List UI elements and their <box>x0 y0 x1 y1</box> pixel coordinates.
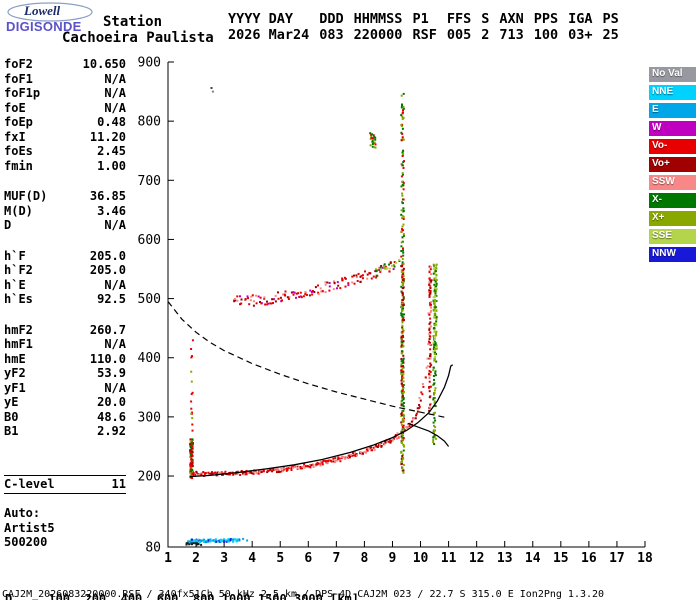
legend-item-sse: SSE <box>649 229 696 244</box>
svg-text:15: 15 <box>553 551 569 566</box>
svg-text:500: 500 <box>138 292 161 307</box>
header-col-ddd: DDD 083 <box>319 11 344 43</box>
param-hmf1: hmF1 N/A <box>4 337 126 351</box>
param-b1: B1 2.92 <box>4 424 126 438</box>
param-500200: 500200 <box>4 535 48 549</box>
param-ye: yE 20.0 <box>4 395 126 409</box>
distance-muf-table: D 100 200 400 600 800 1000 1500 3000 [km… <box>5 566 366 600</box>
legend-item-ssw: SSW <box>649 175 696 190</box>
header-col-iga: IGA 03+ <box>568 11 593 43</box>
svg-text:600: 600 <box>138 233 161 248</box>
svg-text:3: 3 <box>220 551 228 566</box>
svg-text:900: 900 <box>138 56 161 71</box>
parameter-groups: foF2 10.650 foF1 N/A foF1p N/A foE N/A foEp 0.48 f… <box>4 57 126 550</box>
svg-text:16: 16 <box>581 551 597 566</box>
legend-item-nne: NNE <box>649 85 696 100</box>
param-fof1p: foF1p N/A <box>4 86 126 100</box>
svg-text:14: 14 <box>525 551 541 566</box>
logo-lowell-text: Lowell <box>24 3 61 18</box>
legend-item-x+: X+ <box>649 211 696 226</box>
svg-text:700: 700 <box>138 174 161 189</box>
param-foep: foEp 0.48 <box>4 115 126 129</box>
echo-direction-legend: No Val NNE E W Vo- Vo+ SSW X- X+ SSE NNW <box>649 67 696 265</box>
header-col-hhmmss: HHMMSS 220000 <box>353 11 403 43</box>
svg-text:400: 400 <box>138 351 161 366</box>
svg-text:8: 8 <box>360 551 368 566</box>
svg-text:11: 11 <box>441 551 457 566</box>
param-h-es: h`Es 92.5 <box>4 292 126 306</box>
param-d: D N/A <box>4 218 126 232</box>
legend-item-vo+: Vo+ <box>649 157 696 172</box>
svg-text:18: 18 <box>637 551 653 566</box>
svg-text:800: 800 <box>138 115 161 130</box>
legend-item-nnw: NNW <box>649 247 696 262</box>
param-foe: foE N/A <box>4 100 126 115</box>
param-fof2: foF2 10.650 <box>4 57 126 71</box>
param-h-f: h`F 205.0 <box>4 248 126 263</box>
header-col-yyyy-day: YYYY DAY 2026 Mar24 <box>228 11 310 43</box>
param-yf2: yF2 53.9 <box>4 366 126 380</box>
svg-text:17: 17 <box>609 551 625 566</box>
param-auto-: Auto: <box>4 506 41 520</box>
param-h-f2: h`F2 205.0 <box>4 263 126 277</box>
logo-digisonde-text: DIGISONDE <box>6 19 82 34</box>
legend-item-vo-: Vo- <box>649 139 696 154</box>
param-fof1: foF1 N/A <box>4 71 126 86</box>
station-label: Station <box>103 14 163 30</box>
svg-text:2: 2 <box>192 551 200 566</box>
param-yf1: yF1 N/A <box>4 380 126 395</box>
station-name: Cachoeira Paulista <box>62 30 214 46</box>
svg-text:12: 12 <box>469 551 485 566</box>
header-col-axn: AXN 713 <box>499 11 524 43</box>
svg-text:300: 300 <box>138 410 161 425</box>
legend-item-no-val: No Val <box>649 67 696 82</box>
param-muf-d-: MUF(D) 36.85 <box>4 189 126 203</box>
header-col-ffs: FFS 005 <box>446 11 472 43</box>
logo-swoosh-icon <box>7 2 93 22</box>
svg-text:7: 7 <box>332 551 340 566</box>
header-columns: YYYY DAY 2026 Mar24 DDD 083 HHMMSS 220000 P1 RS… <box>228 11 629 43</box>
svg-text:10: 10 <box>413 551 429 566</box>
legend-item-e: E <box>649 103 696 118</box>
distance-row: D 100 200 400 600 800 1000 1500 3000 [km… <box>5 592 360 600</box>
param-fxi: fxI 11.20 <box>4 129 126 144</box>
svg-text:9: 9 <box>389 551 397 566</box>
header-col-p1: P1 RSF <box>412 11 437 43</box>
header-col-pps: PPS 100 <box>533 11 559 43</box>
digisonde-logo: Lowell DIGISONDE <box>6 2 110 43</box>
status-line: CAJ2M_2026083220000.RSF / 340fx51Ch 50 k… <box>2 589 605 600</box>
svg-text:13: 13 <box>497 551 513 566</box>
svg-text:6: 6 <box>304 551 312 566</box>
svg-text:80: 80 <box>145 541 161 556</box>
svg-text:5: 5 <box>276 551 284 566</box>
param-h-e: h`E N/A <box>4 277 126 292</box>
param-foes: foEs 2.45 <box>4 144 126 158</box>
param-hmf2: hmF2 260.7 <box>4 322 126 337</box>
param-m-d-: M(D) 3.46 <box>4 203 126 218</box>
param-c-level: C-level 11 <box>4 476 126 491</box>
param-b0: B0 48.6 <box>4 409 126 424</box>
parameter-panel: foF2 10.650 foF1 N/A foF1p N/A foE N/A foEp 0.48 f… <box>4 57 126 550</box>
legend-item-w: W <box>649 121 696 136</box>
param-fmin: fmin 1.00 <box>4 158 126 173</box>
param-artist5: Artist5 <box>4 520 55 535</box>
header-col-ps: PS 25 <box>602 11 619 43</box>
param-hme: hmE 110.0 <box>4 351 126 366</box>
svg-text:4: 4 <box>248 551 256 566</box>
svg-text:1: 1 <box>164 551 172 566</box>
svg-text:200: 200 <box>138 470 161 485</box>
legend-item-x-: X- <box>649 193 696 208</box>
